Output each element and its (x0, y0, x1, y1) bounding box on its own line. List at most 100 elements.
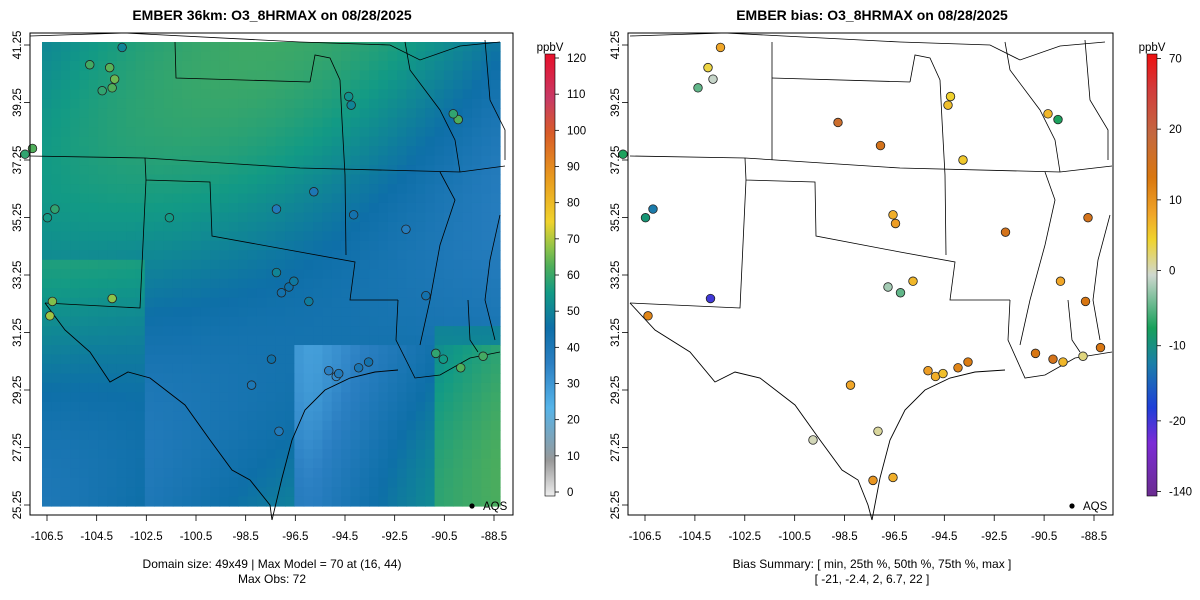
raster-cell (453, 382, 464, 393)
aqs-station-marker (888, 210, 898, 220)
raster-cell (238, 146, 249, 157)
raster-cell (98, 373, 109, 384)
raster-cell (247, 363, 258, 375)
raster-cell (397, 278, 408, 289)
raster-cell (60, 439, 71, 450)
raster-cell (60, 430, 71, 441)
raster-cell (247, 127, 258, 138)
raster-cell (154, 496, 165, 507)
raster-cell (210, 202, 221, 214)
raster-cell (219, 155, 230, 166)
aqs-legend-marker (1069, 503, 1075, 509)
raster-cell (322, 212, 333, 223)
raster-cell (387, 430, 398, 441)
raster-cell (88, 250, 99, 261)
raster-cell (154, 60, 165, 72)
raster-cell (303, 420, 314, 431)
raster-cell (107, 231, 118, 242)
raster-cell (350, 136, 361, 147)
raster-cell (126, 269, 137, 280)
raster-cell (387, 146, 398, 157)
raster-cell (341, 307, 352, 318)
raster-cell (60, 392, 71, 403)
raster-cell (285, 155, 295, 166)
raster-cell (200, 60, 211, 72)
aqs-station-marker (27, 143, 38, 154)
raster-cell (172, 439, 183, 450)
raster-cell (238, 51, 249, 62)
raster-cell (453, 250, 464, 261)
lon-tick-label: -106.5 (629, 531, 662, 543)
raster-cell (275, 117, 286, 128)
raster-cell (70, 259, 80, 270)
raster-cell (210, 487, 221, 498)
raster-cell (434, 392, 445, 403)
raster-cell (228, 79, 239, 90)
raster-cell (443, 439, 454, 450)
aqs-station-marker (693, 83, 703, 93)
raster-cell (322, 401, 333, 412)
raster-cell (256, 184, 267, 195)
raster-cell (256, 363, 267, 375)
raster-cell (415, 155, 426, 166)
raster-cell (462, 382, 473, 393)
raster-cell (425, 240, 436, 251)
raster-cell (406, 288, 417, 299)
raster-cell (228, 136, 239, 147)
raster-cell (88, 458, 99, 469)
raster-cell (107, 212, 118, 223)
raster-cell (98, 288, 109, 299)
raster-cell (210, 430, 221, 441)
raster-cell (453, 487, 464, 498)
raster-cell (443, 127, 454, 138)
raster-cell (116, 401, 127, 412)
raster-cell (144, 51, 155, 62)
raster-cell (341, 392, 352, 403)
raster-cell (154, 468, 165, 479)
raster-cell (303, 449, 314, 460)
raster-cell (126, 363, 137, 375)
raster-cell (359, 307, 370, 318)
raster-cell (210, 259, 221, 270)
raster-cell (425, 108, 436, 119)
raster-cell (163, 98, 174, 109)
raster-cell (443, 420, 454, 431)
raster-cell (443, 307, 454, 318)
raster-cell (369, 193, 380, 204)
raster-cell (331, 420, 342, 431)
raster-cell (425, 496, 436, 507)
raster-cell (60, 117, 71, 128)
raster-cell (154, 449, 165, 460)
raster-cell (341, 326, 352, 337)
raster-cell (182, 392, 193, 403)
raster-cell (107, 345, 118, 356)
raster-cell (369, 127, 380, 138)
raster-cell (116, 231, 127, 242)
aqs-station-marker (276, 288, 287, 298)
raster-cell (182, 240, 193, 251)
raster-cell (200, 250, 211, 261)
raster-cell (238, 297, 249, 308)
raster-cell (163, 127, 174, 138)
aqs-station-marker (456, 363, 466, 373)
raster-cell (434, 98, 445, 109)
raster-cell (266, 146, 277, 157)
raster-cell (369, 60, 380, 72)
raster-cell (490, 354, 501, 365)
raster-cell (369, 42, 380, 53)
raster-cell (406, 477, 417, 488)
raster-cell (415, 193, 426, 204)
raster-cell (70, 439, 80, 450)
raster-cell (303, 108, 314, 119)
raster-cell (256, 79, 267, 90)
raster-cell (406, 184, 417, 195)
colorbar-tick-label: 100 (567, 125, 586, 137)
raster-cell (331, 240, 342, 251)
raster-cell (219, 373, 230, 384)
raster-cell (266, 231, 277, 242)
raster-cell (294, 449, 305, 460)
raster-cell (116, 259, 127, 270)
raster-cell (228, 439, 239, 450)
raster-cell (116, 363, 127, 375)
